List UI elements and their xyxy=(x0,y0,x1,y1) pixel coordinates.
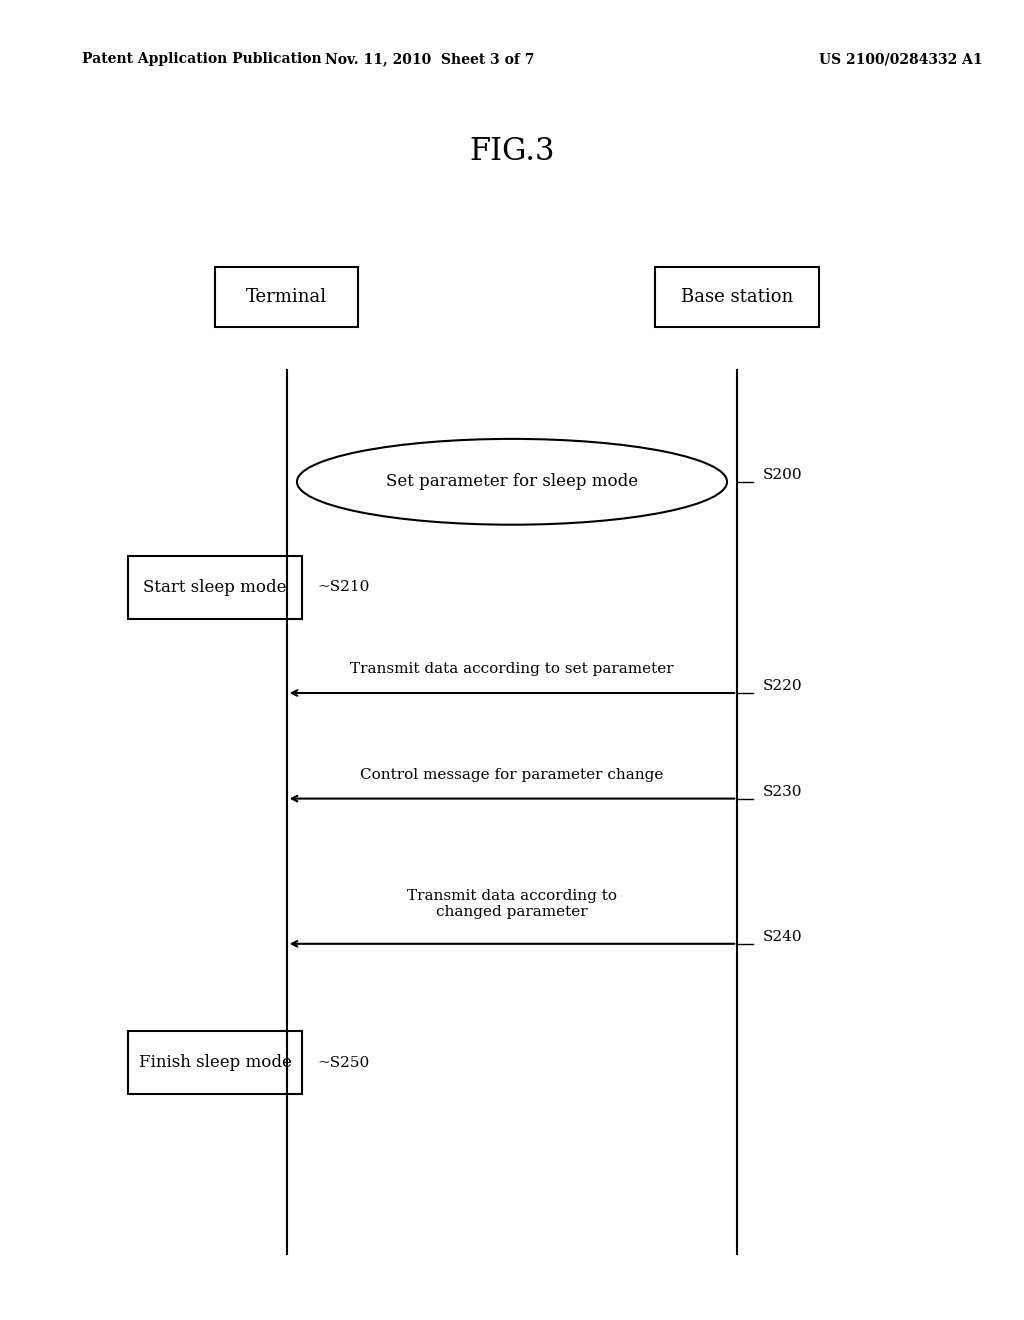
Text: US 2100/0284332 A1: US 2100/0284332 A1 xyxy=(819,53,983,66)
Text: Nov. 11, 2010  Sheet 3 of 7: Nov. 11, 2010 Sheet 3 of 7 xyxy=(326,53,535,66)
Text: Transmit data according to set parameter: Transmit data according to set parameter xyxy=(350,663,674,676)
FancyBboxPatch shape xyxy=(128,1031,302,1094)
Text: S230: S230 xyxy=(763,785,803,799)
Text: Set parameter for sleep mode: Set parameter for sleep mode xyxy=(386,474,638,490)
Ellipse shape xyxy=(297,438,727,524)
Text: Base station: Base station xyxy=(681,288,794,306)
Text: ~S250: ~S250 xyxy=(317,1056,370,1069)
Text: ~S210: ~S210 xyxy=(317,581,370,594)
Text: S200: S200 xyxy=(763,469,803,482)
Text: Start sleep mode: Start sleep mode xyxy=(143,579,287,595)
FancyBboxPatch shape xyxy=(215,267,358,326)
FancyBboxPatch shape xyxy=(128,556,302,619)
Text: Terminal: Terminal xyxy=(246,288,328,306)
Text: S240: S240 xyxy=(763,931,803,944)
Text: Control message for parameter change: Control message for parameter change xyxy=(360,768,664,781)
FancyBboxPatch shape xyxy=(655,267,819,326)
Text: Patent Application Publication: Patent Application Publication xyxy=(82,53,322,66)
Text: Transmit data according to
changed parameter: Transmit data according to changed param… xyxy=(407,890,617,919)
Text: S220: S220 xyxy=(763,680,803,693)
Text: FIG.3: FIG.3 xyxy=(469,136,555,168)
Text: Finish sleep mode: Finish sleep mode xyxy=(138,1055,292,1071)
